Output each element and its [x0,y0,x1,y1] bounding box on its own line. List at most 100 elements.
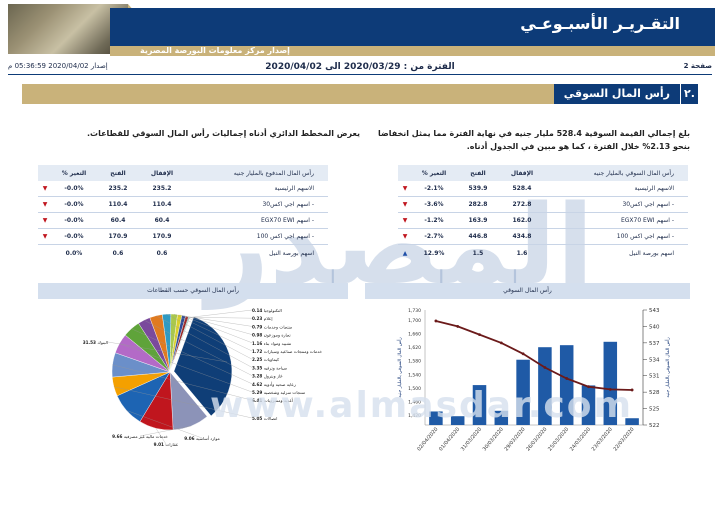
cell-close: 0.6 [156,249,168,257]
y-axis-label-right: رأس المال السوقي بالمليار جنيه [664,337,671,397]
y-tick-left: 1,540 [408,372,421,378]
label-leader [183,315,253,335]
trend-icon: ▼ [402,233,408,240]
header-band [110,8,715,46]
header-name: رأس المال المدفوع بالمليار جنيه [233,169,314,177]
line-point [499,341,503,345]
sector-summary: يعرض المخطط الدائري أدناه إجماليات رأس ا… [86,129,360,138]
y-axis-label-left: رأس المال السوقي بالمليار جنيه [396,337,403,397]
header-open: الفتح [470,169,486,177]
y-tick-right: 522 [649,423,660,429]
header-name: رأس المال السوقي بالمليار جنيه [593,169,674,177]
y-tick-right: 525 [649,407,660,413]
bar [450,416,465,425]
market-cap-bar-chart: 1,420 1,460 1,500 1,540 1,580 1,620 1,660 1,700… [396,308,671,452]
bar [538,347,552,425]
cell-close: 1.6 [516,249,528,257]
label-leader [155,315,253,368]
pie-label: 31.53 البنوك [83,340,108,345]
header-gold-strip [110,46,715,56]
pie-category: تجارة وموزعون [264,333,292,338]
cell-name: - اسهم اجي اكس 100 [616,233,674,240]
x-tick-label: 31/03/2020 [460,426,483,452]
line-point [587,385,590,389]
cell-name: الاسهم الرئيسية [634,185,674,192]
cell-open: 0.6 [112,249,124,257]
label-leader [143,320,253,376]
cell-change: 0.0% [65,249,83,257]
x-tick-label: 30/03/2020 [482,426,505,452]
table-row: ▼ -3.6% 282.8 272.8 - اسهم اجي اكس30 [398,197,688,213]
pie-category: أغذية ومشروبات [264,397,293,403]
label-leader [119,343,253,393]
table-row: ▲ 12.9% 1.5 1.6 اسهم بورصة النيل [398,245,688,261]
label-leader [166,313,253,360]
cell-open: 110.4 [108,201,128,208]
trend-icon: ▼ [42,185,48,192]
table-row: 0.0% 0.6 0.6 اسهم بورصة النيل [38,245,328,261]
pie-category: اتصالات [264,416,278,421]
y-tick-left: 1,620 [408,345,421,351]
trend-icon: ▼ [402,185,408,192]
table-row: ▼ -1.2% 163.9 162.0 - اسهم EGX70 EWI [398,213,688,229]
line-point [608,388,612,391]
table-header: % التغير الفتح الإقفال رأس المال السوقي … [398,165,688,181]
bar-chart-title: رأس المال السوقي [365,283,690,299]
header-close: الإقفال [150,169,174,177]
pie-value: 0.79 [252,324,264,329]
pie-value: 1.16 [252,341,264,346]
y-tick-left: 1,700 [408,318,421,324]
table-row: ▼ -0.0% 60.4 60.4 - اسهم EGX70 EWI [38,213,328,229]
bar [494,410,509,425]
pie-category: رعاية صحية وأدوية [264,381,296,387]
table-row: ▼ -2.1% 539.9 528.4 الاسهم الرئيسية [398,181,688,197]
cell-close: 434.8 [512,233,532,240]
cell-name: - اسهم اجي اكس30 [622,201,674,208]
trend-icon: ▼ [402,217,408,224]
trend-icon: ▼ [42,217,48,224]
cell-name: - اسهم EGX70 EWI [620,217,674,224]
cell-name: الاسهم الرئيسية [274,185,314,192]
report-subtitle: إصدار مركز معلومات البورصة المصرية [140,46,290,55]
y-tick-left: 1,580 [408,359,421,365]
pie-value: 9.66 [112,434,124,439]
cell-change: -2.7% [424,233,444,240]
pie-category: كيماويات [264,357,279,362]
pie-chart-title: رأس المال السوقي حسب القطاعات [38,283,348,299]
pie-value: 5.29 [252,390,264,395]
cell-close: 60.4 [154,217,170,224]
pie-label: 0.79 منتجات وخدمات [252,324,292,329]
pie-category: عقارات [165,442,179,447]
line-point [478,333,481,337]
cell-change: -0.0% [64,201,84,208]
meta-divider [8,74,712,75]
line-point [543,366,547,369]
line-point [456,325,460,328]
pie-value: 0.98 [252,333,264,338]
table-body: ▼ -0.0% 235.2 235.2 الاسهم الرئيسية ▼ -0.0% 110… [38,181,328,261]
line-point [565,377,569,380]
header-close: الإقفال [510,169,534,177]
pie-value: 3.35 [252,365,264,370]
cell-change: 12.9% [423,249,445,257]
header-open: الفتح [110,169,126,177]
cell-open: 282.8 [468,201,488,208]
site-watermark: www.almasdar.com [210,385,633,426]
pie-value: 0.14 [252,308,264,313]
cell-close: 110.4 [152,201,172,208]
x-tick-label: 29/03/2020 [504,426,527,452]
table-header: % التغير الفتح الإقفال رأس المال المدفوع… [38,165,328,181]
cell-name: اسهم بورصة النيل [269,249,314,257]
pie-value: 3.28 [252,374,264,379]
pie-category: خدمات مالية غير مصرفية [124,434,168,439]
line-point [630,388,634,392]
pie-value: 6.41 [252,398,264,403]
report-header: التقـريـر الأسبـوعـي إصدار مركز معلومات … [0,0,720,60]
pie-category: منتجات منزلية وشخصية [264,390,305,395]
pie-label: 9.01 عقارات [154,442,179,447]
y-tick-left: 1,420 [408,413,421,419]
cell-change: -1.2% [424,217,444,224]
pie-label: 5.05 اتصالات [252,416,277,421]
pie-value: 5.05 [252,416,264,421]
report-title: التقـريـر الأسبـوعـي [520,14,680,33]
